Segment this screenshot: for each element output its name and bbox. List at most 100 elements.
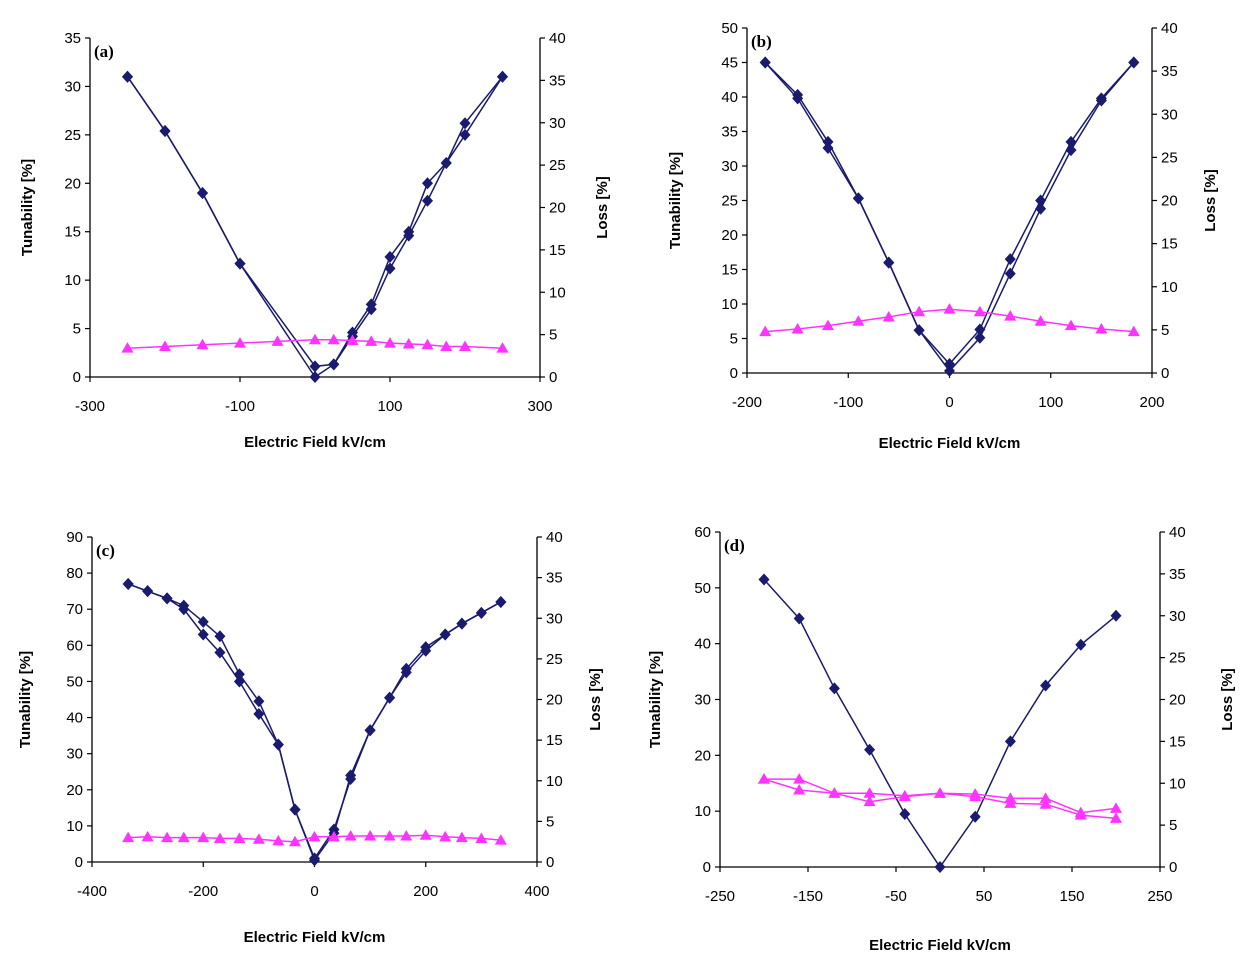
tunability-data-point — [1110, 609, 1122, 622]
loss-data-point — [364, 830, 377, 841]
tunability-data-point — [944, 364, 955, 377]
loss-data-point — [934, 787, 946, 798]
tunability-data-point — [403, 229, 415, 242]
y-tick-label: 40 — [66, 710, 83, 727]
loss-data-point — [1095, 323, 1108, 334]
y2-tick-label: 10 — [549, 284, 566, 301]
loss-data-point — [759, 325, 772, 337]
y2-tick-label: 20 — [1169, 692, 1186, 709]
tunability-data-point — [253, 695, 265, 708]
tunability-data-point — [253, 707, 265, 720]
loss-data-point — [419, 829, 432, 840]
y-tick-label: 30 — [64, 78, 81, 95]
y-axis-title: Tunability [%] — [647, 651, 664, 748]
y2-tick-label: 35 — [1169, 566, 1186, 583]
y2-tick-label: 0 — [1161, 365, 1169, 382]
loss-series-line — [763, 778, 1117, 820]
y-tick-label: 40 — [694, 636, 711, 653]
y-tick-label: 40 — [721, 89, 738, 106]
x-tick-label: -150 — [793, 888, 823, 905]
y-tick-label: 70 — [66, 601, 83, 618]
loss-data-point — [455, 831, 468, 843]
y2-tick-label: 10 — [1161, 279, 1178, 296]
tunability-data-point — [1040, 679, 1052, 692]
loss-data-point — [344, 830, 357, 841]
y2-tick-label: 35 — [549, 72, 566, 89]
loss-data-point — [327, 333, 340, 345]
tunability-series-line — [127, 583, 502, 860]
x-tick-label: 0 — [310, 883, 318, 900]
y-axis-title: Tunability [%] — [667, 152, 684, 249]
y2-tick-label: 30 — [1161, 106, 1178, 123]
tunability-data-point — [828, 682, 840, 695]
tunability-data-point — [822, 142, 834, 155]
y2-tick-label: 0 — [1169, 859, 1177, 876]
y2-tick-label: 0 — [546, 854, 554, 871]
tunability-data-point — [934, 861, 946, 873]
tunability-data-point — [159, 124, 171, 137]
x-tick-label: 0 — [945, 394, 953, 411]
y-tick-label: 10 — [64, 272, 81, 289]
tunability-data-point — [365, 303, 377, 316]
tunability-data-point — [1004, 267, 1016, 280]
x-tick-label: -100 — [225, 398, 255, 415]
loss-data-point — [309, 333, 321, 345]
panel-label: (d) — [724, 536, 745, 555]
chart-panel-c: 0 10 20 30 40 50 60 70 80 90 0 5 10 15 20 25 30 35 40 -400 -… — [17, 529, 604, 946]
x-tick-label: 200 — [413, 883, 438, 900]
loss-data-point — [793, 783, 806, 795]
x-tick-label: 200 — [1139, 394, 1164, 411]
tunability-series-line — [126, 76, 504, 368]
y2-tick-label: 20 — [1161, 193, 1178, 210]
loss-data-point — [863, 795, 876, 807]
y-tick-label: 30 — [721, 158, 738, 175]
loss-data-point — [793, 773, 806, 784]
y-tick-label: 25 — [721, 193, 738, 210]
loss-data-point — [439, 830, 452, 842]
y2-tick-label: 0 — [549, 369, 557, 386]
y-tick-label: 5 — [73, 321, 81, 338]
y2-tick-label: 15 — [1169, 733, 1186, 750]
loss-data-point — [882, 310, 895, 322]
tunability-data-point — [440, 156, 452, 169]
x-tick-label: 300 — [527, 398, 552, 415]
y2-tick-label: 5 — [1169, 817, 1177, 834]
panel-label: (c) — [96, 541, 115, 560]
tunability-data-point — [328, 358, 340, 371]
y2-tick-label: 15 — [1161, 236, 1178, 253]
y-tick-label: 5 — [730, 331, 738, 348]
y2-axis-title: Loss [%] — [1219, 668, 1236, 731]
tunability-data-point — [272, 738, 284, 751]
tunability-data-point — [384, 250, 396, 263]
tunability-data-point — [852, 192, 864, 205]
loss-data-point — [141, 830, 154, 842]
loss-data-point — [271, 335, 284, 346]
y-tick-label: 10 — [721, 296, 738, 313]
loss-data-point — [159, 340, 171, 351]
loss-data-point — [1034, 315, 1047, 326]
tunability-data-point — [214, 646, 226, 659]
loss-data-point — [1127, 325, 1140, 337]
tunability-data-point — [122, 70, 133, 83]
y-tick-label: 90 — [66, 529, 83, 546]
tunability-data-point — [864, 743, 876, 756]
y2-tick-label: 25 — [549, 157, 566, 174]
y2-tick-label: 20 — [546, 692, 563, 709]
loss-data-point — [969, 790, 982, 802]
tunability-data-point — [309, 360, 321, 373]
x-tick-label: 250 — [1147, 888, 1172, 905]
x-tick-label: -300 — [75, 398, 105, 415]
tunability-data-point — [233, 675, 245, 688]
y-tick-label: 20 — [694, 747, 711, 764]
panel-label: (b) — [751, 32, 772, 51]
loss-data-point — [365, 335, 378, 346]
loss-data-point — [196, 338, 209, 350]
y-tick-label: 15 — [721, 262, 738, 279]
y2-axis-title: Loss [%] — [1202, 169, 1219, 232]
tunability-data-point — [1065, 144, 1077, 157]
loss-data-point — [973, 305, 986, 317]
y2-tick-label: 25 — [546, 651, 563, 668]
y2-tick-label: 10 — [546, 773, 563, 790]
x-tick-label: -100 — [833, 394, 863, 411]
